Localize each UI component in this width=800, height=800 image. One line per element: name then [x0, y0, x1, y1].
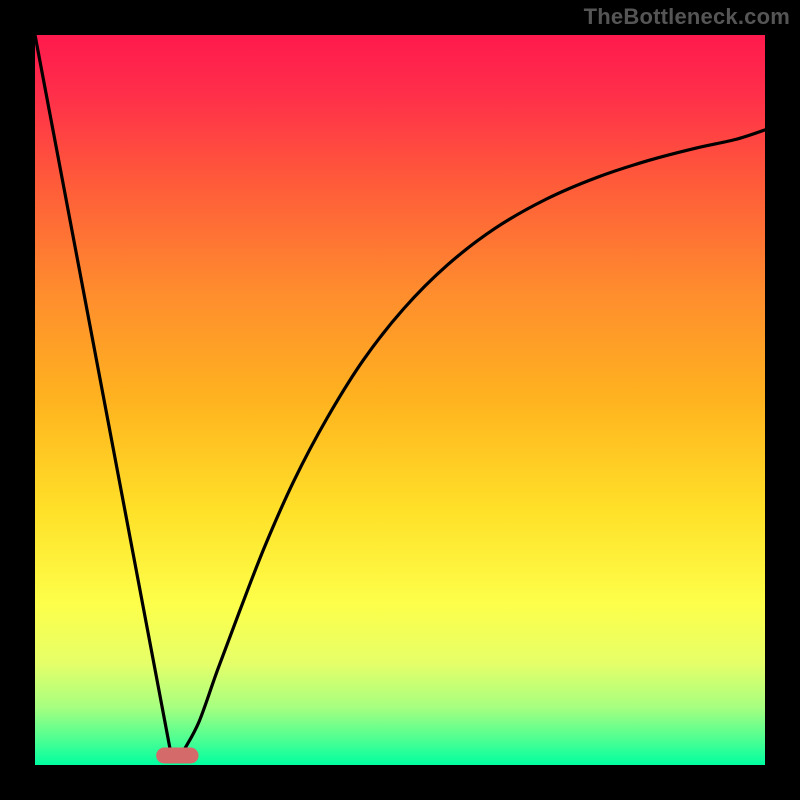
plot-svg — [35, 35, 765, 765]
optimum-marker — [156, 747, 198, 763]
gradient-background — [35, 35, 765, 765]
chart-root: TheBottleneck.com — [0, 0, 800, 800]
source-watermark: TheBottleneck.com — [584, 4, 790, 30]
plot-area — [35, 35, 765, 765]
